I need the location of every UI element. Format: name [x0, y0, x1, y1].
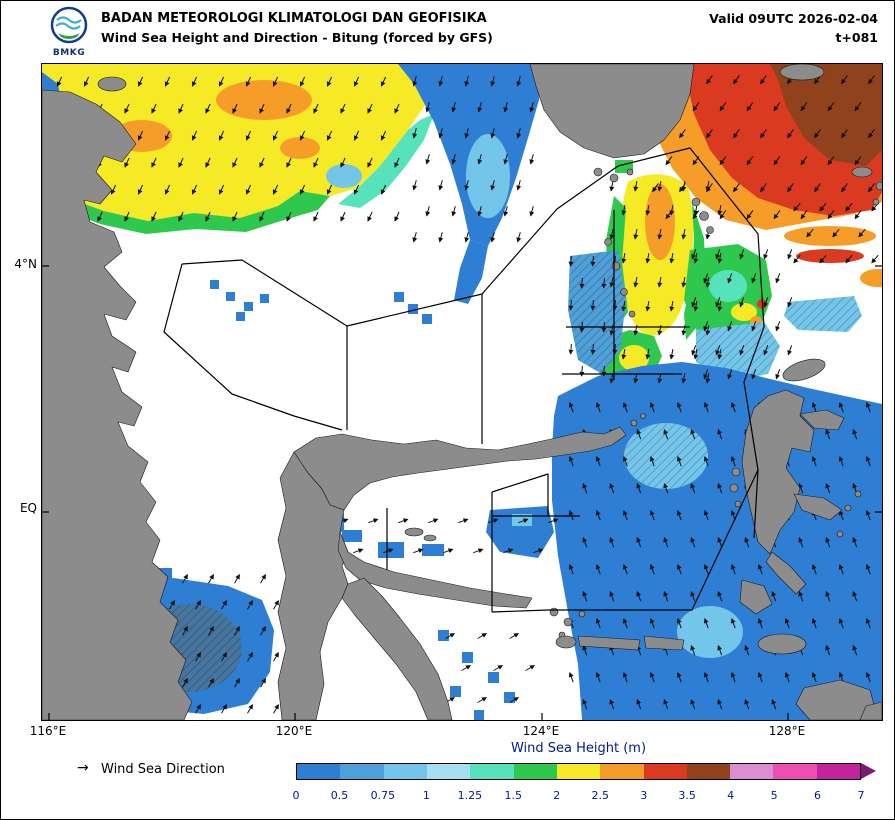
bmkg-logo-label: BMKG — [52, 48, 86, 58]
sulawesi-trunk — [277, 451, 349, 720]
borneo-landmass — [42, 89, 193, 720]
colorbar-segment — [426, 764, 471, 779]
wave-height-field — [42, 64, 882, 720]
y-axis-label-4n: 4°N — [14, 257, 37, 271]
x-axis-label-120e: 120°E — [275, 724, 313, 738]
colorbar-tick-label: 1.25 — [457, 789, 483, 802]
colorbar-segment — [470, 764, 514, 779]
agency-title: BADAN METEOROLOGI KLIMATOLOGI DAN GEOFIS… — [101, 11, 487, 26]
colorbar-segment — [383, 764, 427, 779]
wind-direction-arrow-icon: → — [77, 760, 89, 776]
valid-time-label: Valid 09UTC 2026-02-04 — [709, 11, 878, 26]
landmasses — [42, 64, 882, 720]
colorbar-tick-label: 1.5 — [504, 789, 523, 802]
morotai-island — [782, 358, 826, 382]
forecast-step-label: t+081 — [835, 30, 878, 45]
colorbar-tick-label: 2 — [553, 789, 561, 802]
colorbar-segment — [773, 764, 817, 779]
map-graphic — [42, 64, 882, 720]
colorbar-segment — [600, 764, 644, 779]
colorbar-tick-label: 0 — [292, 789, 300, 802]
colorbar-tick-label: 6 — [814, 789, 822, 802]
y-axis-label-eq: EQ — [19, 501, 37, 515]
colorbar-tick-label: 0.5 — [330, 789, 349, 802]
colorbar-segment — [297, 764, 341, 779]
colorbar-tick-label: 4 — [727, 789, 735, 802]
x-axis-label-128e: 128°E — [768, 724, 806, 738]
sulawesi-se-arm — [341, 577, 453, 720]
product-title: Wind Sea Height and Direction - Bitung (… — [101, 30, 493, 45]
colorbar-segment — [730, 764, 774, 779]
colorbar-tick-label: 1 — [422, 789, 430, 802]
colorbar-title: Wind Sea Height (m) — [510, 741, 647, 756]
colorbar-tick-label: 2.5 — [591, 789, 609, 802]
axis-ticks — [42, 265, 882, 720]
colorbar-tick-label: 5 — [770, 789, 778, 802]
colorbar-segment — [513, 764, 557, 779]
map-frame — [41, 63, 883, 721]
sulawesi-north-arm — [293, 426, 627, 511]
sulawesi-east-arm — [337, 531, 533, 609]
colorbar-segment — [340, 764, 384, 779]
x-axis-label-116e: 116°E — [29, 724, 67, 738]
colorbar-tick-label: 3 — [640, 789, 648, 802]
mindanao-landmass — [529, 64, 695, 159]
colorbar-segment — [556, 764, 601, 779]
bmkg-logo: BMKG — [45, 5, 93, 58]
wind-direction-legend-label: Wind Sea Direction — [101, 762, 225, 777]
forecast-zone-boundaries — [163, 147, 765, 613]
colorbar-overflow-arrow — [861, 763, 876, 779]
colorbar — [296, 763, 861, 780]
colorbar-segment — [816, 764, 861, 779]
bmkg-logo-icon — [50, 6, 88, 44]
colorbar-tick-label: 3.5 — [678, 789, 696, 802]
obi-island — [757, 633, 807, 655]
colorbar-segment — [643, 764, 687, 779]
colorbar-tick-label: 0.75 — [370, 789, 396, 802]
colorbar-tick-labels: 0 0.5 0.75 1 1.25 1.5 2 2.5 3 3.5 4 5 6 7 — [292, 789, 865, 803]
colorbar-segment — [686, 764, 731, 779]
halmahera-landmass — [741, 389, 815, 555]
x-axis-label-124e: 124°E — [522, 724, 560, 738]
colorbar-tick-label: 7 — [857, 789, 865, 802]
